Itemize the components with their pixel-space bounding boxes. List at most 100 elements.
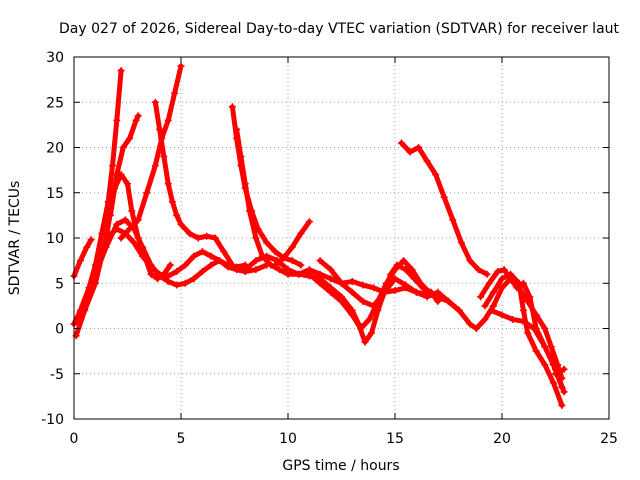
data-point (134, 216, 142, 224)
data-point (361, 338, 369, 346)
data-point (560, 388, 568, 396)
data-point (295, 270, 303, 278)
data-point (391, 266, 399, 274)
series-track-8 (102, 225, 271, 280)
x-axis-label: GPS time / hours (282, 458, 399, 474)
data-point (83, 243, 91, 251)
data-point (198, 248, 206, 256)
data-point (338, 279, 345, 287)
x-tick-label: 15 (386, 431, 404, 447)
data-point (408, 266, 416, 274)
data-point (76, 257, 84, 265)
data-point (541, 343, 549, 351)
data-point (198, 267, 206, 275)
data-point (273, 257, 281, 265)
data-point (481, 302, 489, 310)
data-point (519, 306, 527, 314)
data-point (102, 243, 110, 251)
data-point (252, 257, 260, 265)
series-track-19 (552, 365, 568, 378)
data-point (164, 272, 172, 280)
x-tick-label: 25 (600, 431, 618, 447)
data-point (357, 325, 365, 332)
data-point (171, 89, 179, 97)
data-point (220, 248, 228, 256)
chart-title: Day 027 of 2026, Sidereal Day-to-day VTE… (59, 21, 620, 37)
data-point (173, 211, 181, 219)
data-point (271, 261, 279, 269)
data-point (164, 116, 172, 124)
data-point (288, 257, 296, 265)
data-point (241, 180, 249, 188)
data-point (275, 266, 283, 274)
y-tick-label: 25 (46, 95, 64, 111)
data-point (124, 180, 131, 188)
y-tick-label: -10 (41, 412, 64, 428)
data-point (327, 266, 335, 274)
data-point (117, 234, 125, 242)
data-point (113, 171, 121, 179)
data-point (207, 261, 215, 269)
data-point (147, 270, 155, 278)
data-point (297, 261, 305, 269)
data-point (415, 144, 423, 151)
x-tick-label: 0 (70, 431, 79, 447)
data-point (173, 267, 181, 275)
data-point (449, 216, 457, 224)
series-line (71, 237, 94, 279)
data-point (526, 293, 534, 301)
data-point (541, 325, 549, 332)
data-point (119, 144, 127, 151)
data-point (126, 134, 134, 142)
series-track-3 (72, 171, 174, 340)
data-point (233, 266, 241, 274)
data-point (190, 275, 198, 283)
data-point (365, 315, 373, 323)
data-point (500, 266, 508, 274)
data-point (406, 148, 414, 156)
data-point (177, 220, 185, 228)
data-point (83, 297, 91, 305)
data-point (477, 293, 485, 301)
data-point (348, 288, 356, 296)
data-point (128, 207, 136, 215)
data-point (252, 266, 260, 274)
y-axis-label: SDTVAR / TECUs (7, 181, 23, 296)
data-point (532, 347, 540, 355)
data-point (549, 379, 557, 387)
x-tick-label: 10 (279, 431, 297, 447)
data-point (327, 275, 335, 283)
data-point (168, 198, 176, 206)
data-point (348, 277, 356, 285)
data-point (472, 325, 480, 332)
series-track-14 (316, 257, 463, 314)
data-point (173, 281, 181, 289)
y-tick-label: 20 (46, 141, 64, 157)
data-point (297, 229, 305, 237)
data-point (203, 232, 211, 240)
data-point (233, 125, 241, 133)
data-point (402, 281, 410, 289)
data-point (417, 279, 425, 287)
data-point (316, 279, 324, 287)
data-point (412, 288, 420, 296)
data-point (445, 297, 452, 305)
data-point (515, 279, 523, 287)
data-point (519, 317, 527, 325)
data-point (138, 252, 146, 260)
data-point (132, 116, 140, 124)
data-point (138, 243, 146, 251)
y-tick-label: 0 (55, 322, 64, 338)
data-point (106, 211, 114, 219)
data-point (113, 116, 121, 124)
data-point (305, 270, 313, 278)
series-track-15 (397, 139, 491, 278)
data-point (466, 257, 474, 265)
data-point (524, 329, 532, 337)
series-track-7 (117, 62, 185, 242)
data-point (117, 67, 125, 75)
data-point (391, 286, 399, 294)
data-point (156, 270, 164, 278)
data-point (370, 302, 378, 310)
